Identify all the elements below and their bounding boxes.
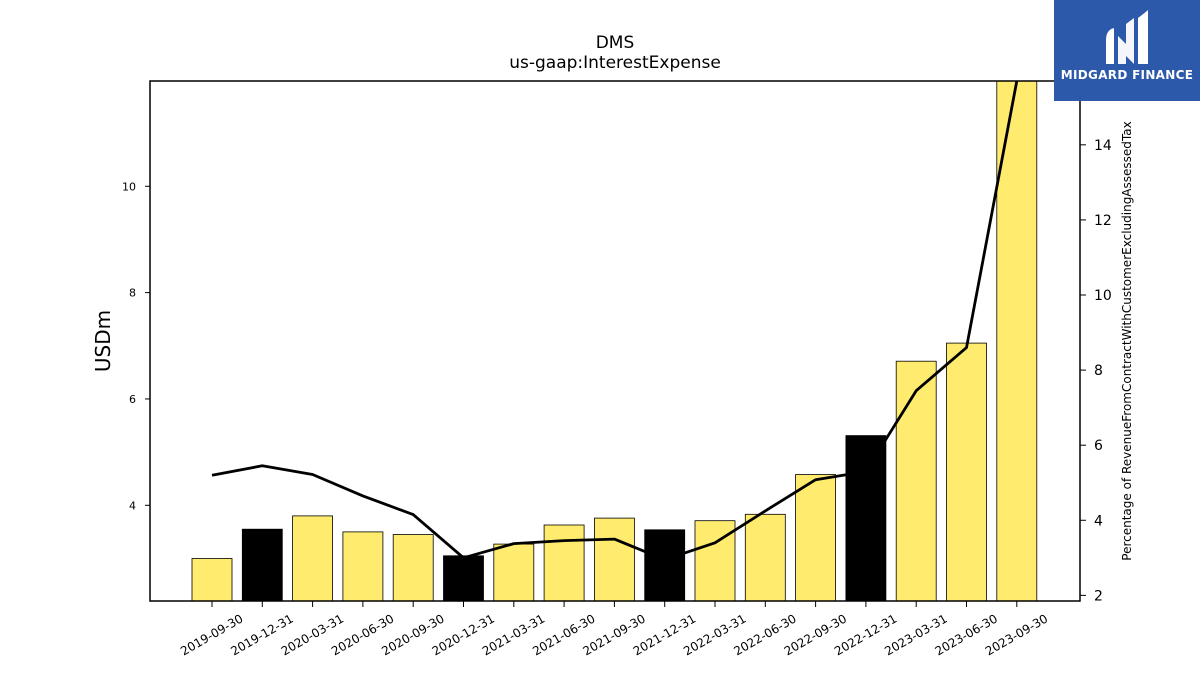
bar-2022-12-31: [845, 435, 887, 602]
y-tick-label: 10: [122, 180, 136, 193]
left-axis: 4 6 8 10: [122, 180, 150, 512]
y-tick-label: 6: [129, 393, 136, 406]
y2-tick-label: 14: [1094, 138, 1112, 154]
bar-2020-06-30: [342, 531, 384, 602]
chart-title: DMS: [595, 33, 635, 53]
y-axis-label: USDm: [91, 310, 115, 372]
chart-subtitle: us-gaap:InterestExpense: [509, 53, 721, 73]
bar-2020-03-31: [292, 515, 334, 602]
y2-tick-label: 8: [1094, 363, 1103, 379]
bar-2020-09-30: [392, 534, 434, 602]
bar-2021-09-30: [594, 517, 635, 602]
y2-tick-label: 6: [1094, 438, 1103, 454]
bar-2020-12-31: [443, 555, 484, 602]
bar-2021-12-31: [644, 529, 686, 602]
bar-2023-03-31: [895, 360, 937, 602]
plot-frame: [149, 80, 1081, 602]
bar-2019-12-31: [241, 528, 283, 602]
y2-tick-label: 12: [1094, 213, 1112, 229]
percentage-line: [211, 80, 1019, 562]
y2-axis-label: Percentage of RevenueFromContractWithCus…: [1120, 121, 1134, 560]
right-axis: 2 4 6 8 10 12 14: [1080, 138, 1112, 604]
bar-2022-09-30: [795, 474, 836, 602]
y-tick-label: 4: [129, 499, 136, 512]
brand-logo: MIDGARD FINANCE: [1054, 0, 1200, 101]
x-axis: 2019-09-302019-12-312020-03-312020-06-30…: [178, 601, 1050, 658]
logo-mark-icon: [1106, 10, 1148, 64]
y2-tick-label: 2: [1094, 588, 1103, 604]
y-tick-label: 8: [129, 287, 136, 300]
y2-tick-label: 10: [1094, 288, 1112, 304]
line-group: [211, 80, 1019, 562]
bar-2021-03-31: [493, 543, 535, 602]
bar-2023-09-30: [996, 80, 1038, 602]
y2-tick-label: 4: [1094, 513, 1103, 529]
bars-group: [191, 80, 1038, 602]
bar-2022-06-30: [744, 513, 786, 602]
logo-text: MIDGARD FINANCE: [1060, 68, 1194, 82]
bar-2023-06-30: [946, 342, 987, 602]
bar-2019-09-30: [191, 558, 233, 602]
bar-2021-06-30: [543, 524, 585, 602]
